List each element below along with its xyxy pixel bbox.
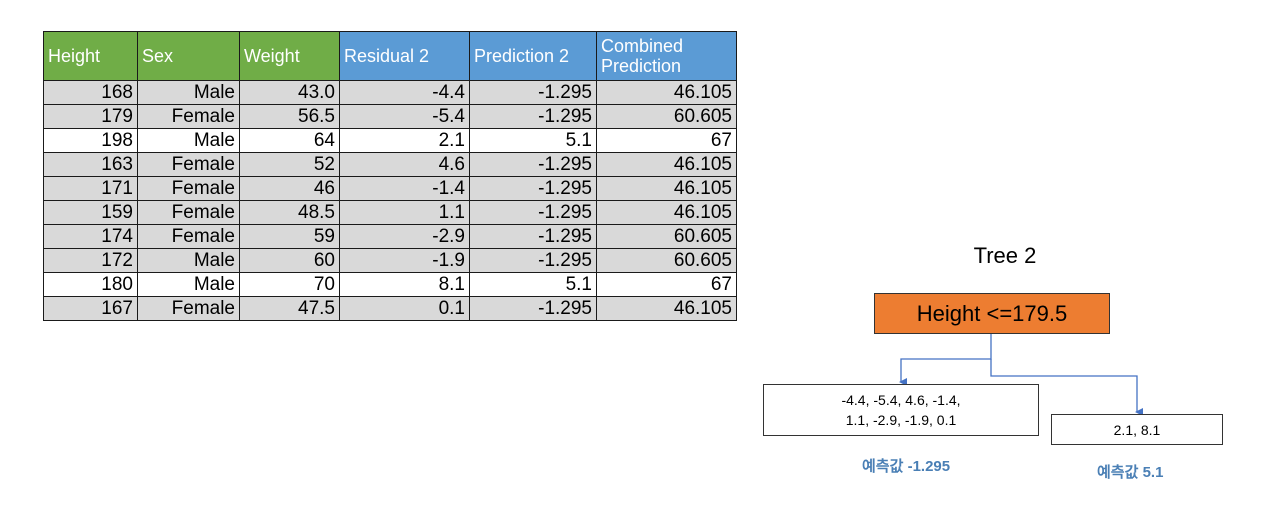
cell-prediction-2: 5.1 [469, 272, 597, 297]
cell-residual-2: 4.6 [339, 152, 470, 177]
cell-height: 163 [43, 152, 138, 177]
table-row: 171 Female 46 -1.4 -1.295 46.105 [43, 176, 737, 201]
cell-combined-prediction: 46.105 [596, 80, 737, 105]
cell-sex: Female [137, 296, 240, 321]
cell-residual-2: -4.4 [339, 80, 470, 105]
cell-residual-2: 1.1 [339, 200, 470, 225]
cell-weight: 52 [239, 152, 340, 177]
left-leaf-prediction: 예측값 -1.295 [862, 458, 951, 475]
header-combined-prediction: Combined Prediction [596, 31, 737, 81]
cell-sex: Male [137, 80, 240, 105]
cell-combined-prediction: 46.105 [596, 200, 737, 225]
cell-prediction-2: -1.295 [469, 248, 597, 273]
cell-weight: 56.5 [239, 104, 340, 129]
tree-right-leaf: 2.1, 8.1 [1051, 414, 1223, 445]
cell-prediction-2: -1.295 [469, 200, 597, 225]
cell-weight: 70 [239, 272, 340, 297]
right-leaf-text: 2.1, 8.1 [1113, 421, 1161, 438]
cell-height: 198 [43, 128, 138, 153]
cell-height: 179 [43, 104, 138, 129]
cell-residual-2: 8.1 [339, 272, 470, 297]
cell-combined-prediction: 60.605 [596, 104, 737, 129]
data-table: Height Sex Weight Residual 2 Prediction … [43, 31, 737, 321]
cell-weight: 60 [239, 248, 340, 273]
table-row: 174 Female 59 -2.9 -1.295 60.605 [43, 224, 737, 249]
table-row: 180 Male 70 8.1 5.1 67 [43, 272, 737, 297]
table-row: 168 Male 43.0 -4.4 -1.295 46.105 [43, 80, 737, 105]
table-row: 198 Male 64 2.1 5.1 67 [43, 128, 737, 153]
table-row: 172 Male 60 -1.9 -1.295 60.605 [43, 248, 737, 273]
table-row: 163 Female 52 4.6 -1.295 46.105 [43, 152, 737, 177]
cell-prediction-2: -1.295 [469, 80, 597, 105]
cell-residual-2: -2.9 [339, 224, 470, 249]
cell-prediction-2: -1.295 [469, 176, 597, 201]
cell-weight: 64 [239, 128, 340, 153]
cell-height: 167 [43, 296, 138, 321]
cell-sex: Male [137, 272, 240, 297]
cell-combined-prediction: 60.605 [596, 224, 737, 249]
cell-sex: Female [137, 176, 240, 201]
tree-left-leaf: -4.4, -5.4, 4.6, -1.4, 1.1, -2.9, -1.9, … [763, 384, 1039, 436]
cell-weight: 47.5 [239, 296, 340, 321]
edge-left [899, 334, 992, 386]
cell-sex: Male [137, 128, 240, 153]
cell-sex: Female [137, 104, 240, 129]
cell-prediction-2: 5.1 [469, 128, 597, 153]
cell-combined-prediction: 60.605 [596, 248, 737, 273]
header-prediction-2: Prediction 2 [469, 31, 597, 81]
cell-sex: Female [137, 152, 240, 177]
table-row: 167 Female 47.5 0.1 -1.295 46.105 [43, 296, 737, 321]
cell-weight: 43.0 [239, 80, 340, 105]
cell-combined-prediction: 46.105 [596, 152, 737, 177]
tree-title: Tree 2 [973, 243, 1037, 268]
cell-height: 180 [43, 272, 138, 297]
cell-prediction-2: -1.295 [469, 104, 597, 129]
cell-weight: 48.5 [239, 200, 340, 225]
tree-root-node: Height <=179.5 [874, 293, 1110, 334]
right-leaf-prediction: 예측값 5.1 [1097, 464, 1164, 481]
cell-sex: Female [137, 200, 240, 225]
cell-height: 174 [43, 224, 138, 249]
cell-sex: Male [137, 248, 240, 273]
cell-combined-prediction: 46.105 [596, 176, 737, 201]
cell-height: 159 [43, 200, 138, 225]
header-weight: Weight [239, 31, 340, 81]
table-body: 168 Male 43.0 -4.4 -1.295 46.105 179 Female 56.5… [43, 80, 737, 321]
cell-prediction-2: -1.295 [469, 224, 597, 249]
cell-weight: 46 [239, 176, 340, 201]
cell-residual-2: -1.4 [339, 176, 470, 201]
cell-height: 171 [43, 176, 138, 201]
cell-combined-prediction: 46.105 [596, 296, 737, 321]
header-row: Height Sex Weight Residual 2 Prediction … [43, 31, 737, 81]
cell-prediction-2: -1.295 [469, 296, 597, 321]
cell-residual-2: 2.1 [339, 128, 470, 153]
cell-height: 172 [43, 248, 138, 273]
header-sex: Sex [137, 31, 240, 81]
cell-height: 168 [43, 80, 138, 105]
cell-residual-2: -1.9 [339, 248, 470, 273]
header-residual-2: Residual 2 [339, 31, 470, 81]
left-leaf-line-1: -4.4, -5.4, 4.6, -1.4, [841, 392, 961, 408]
cell-residual-2: 0.1 [339, 296, 470, 321]
cell-sex: Female [137, 224, 240, 249]
cell-weight: 59 [239, 224, 340, 249]
table-row: 159 Female 48.5 1.1 -1.295 46.105 [43, 200, 737, 225]
cell-residual-2: -5.4 [339, 104, 470, 129]
cell-combined-prediction: 67 [596, 128, 737, 153]
root-node-label: Height <=179.5 [916, 300, 1068, 326]
cell-prediction-2: -1.295 [469, 152, 597, 177]
header-height: Height [43, 31, 138, 81]
cell-combined-prediction: 67 [596, 272, 737, 297]
left-leaf-line-2: 1.1, -2.9, -1.9, 0.1 [845, 412, 957, 428]
table-row: 179 Female 56.5 -5.4 -1.295 60.605 [43, 104, 737, 129]
